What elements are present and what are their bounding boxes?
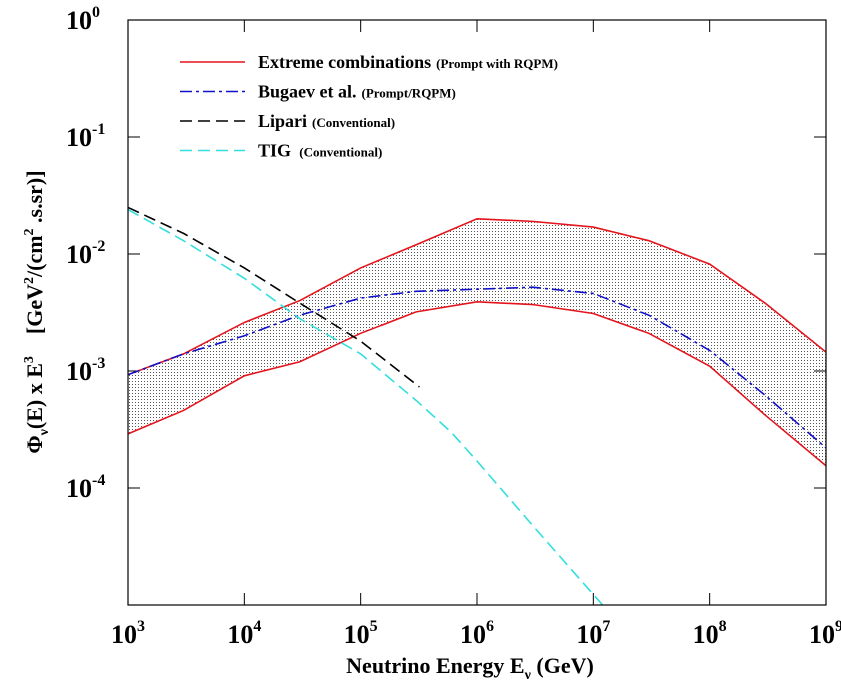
y-tick-label: 100 — [66, 4, 100, 35]
y-label-sup: 2 — [22, 277, 37, 284]
legend-note: (Prompt with RQPM) — [436, 56, 558, 71]
x-label-text: (GeV) — [531, 653, 594, 678]
tick-base: 10 — [576, 620, 602, 649]
x-tick-label: 103 — [111, 618, 145, 649]
tick-base: 10 — [111, 620, 137, 649]
y-tick-label: 10-3 — [66, 355, 105, 386]
tick-base: 10 — [460, 620, 486, 649]
tick-exp: 9 — [835, 618, 841, 635]
tick-exp: -1 — [92, 121, 105, 138]
legend-entry: TIG (Conventional) — [258, 141, 382, 161]
tick-exp: 4 — [253, 618, 261, 635]
tick-exp: 5 — [370, 618, 378, 635]
tick-exp: -4 — [92, 472, 105, 489]
tick-exp: 3 — [137, 618, 145, 635]
series-line — [127, 301, 827, 467]
y-label-text: /(cm — [22, 235, 47, 278]
legend-note: (Conventional) — [312, 115, 395, 130]
tick-base: 10 — [66, 123, 92, 152]
y-tick-label: 10-2 — [66, 238, 105, 269]
legend-name: Lipari — [258, 111, 307, 131]
y-label-text: [GeV — [22, 284, 47, 334]
legend-entry: Extreme combinations (Prompt with RQPM) — [258, 52, 558, 72]
tick-base: 10 — [693, 620, 719, 649]
legend-entry: Bugaev et al. (Prompt/RQPM) — [258, 82, 456, 102]
tick-exp: -3 — [92, 355, 105, 372]
series-line — [127, 206, 420, 388]
x-tick-label: 107 — [576, 618, 610, 649]
legend-note: (Conventional) — [296, 145, 382, 160]
series-line — [127, 286, 827, 449]
y-label-text: .s.sr)] — [22, 170, 47, 228]
x-label-sub: ν — [524, 668, 532, 683]
series-line — [127, 217, 827, 376]
tick-base: 10 — [66, 240, 92, 269]
y-label-sup: 3 — [22, 356, 37, 363]
tick-base: 10 — [66, 474, 92, 503]
y-label-sub: ν — [37, 428, 52, 436]
x-tick-label: 109 — [809, 618, 841, 649]
x-tick-label: 106 — [460, 618, 494, 649]
tick-base: 10 — [66, 6, 92, 35]
tick-base: 10 — [227, 620, 253, 649]
x-tick-label: 105 — [344, 618, 378, 649]
tick-exp: 6 — [486, 618, 494, 635]
tick-exp: 0 — [92, 4, 100, 21]
tick-base: 10 — [66, 357, 92, 386]
y-tick-label: 10-1 — [66, 121, 105, 152]
x-axis-label: Neutrino Energy Eν (GeV) — [346, 653, 594, 683]
series-line — [127, 208, 604, 606]
tick-exp: 7 — [602, 618, 610, 635]
legend-name: Bugaev et al. — [258, 82, 357, 102]
legend-note: (Prompt/RQPM) — [362, 86, 456, 101]
legend-entry: Lipari (Conventional) — [258, 111, 395, 131]
x-tick-label: 104 — [227, 618, 261, 649]
tick-base: 10 — [809, 620, 835, 649]
y-label-text: (E) x E — [22, 363, 47, 429]
tick-base: 10 — [344, 620, 370, 649]
plot-frame — [127, 19, 827, 606]
y-axis-label: Φν(E) x E3[GeV2/(cm2 .s.sr)] — [22, 170, 52, 453]
legend-name: TIG — [258, 141, 291, 161]
legend-name: Extreme combinations — [258, 52, 431, 72]
y-tick-label: 10-4 — [66, 472, 105, 503]
band-fill — [128, 218, 826, 466]
y-label-text: Φ — [22, 435, 47, 453]
y-label-sup: 2 — [22, 228, 37, 235]
x-label-text: Neutrino Energy E — [346, 653, 524, 678]
tick-exp: -2 — [92, 238, 105, 255]
tick-exp: 8 — [719, 618, 727, 635]
x-tick-label: 108 — [693, 618, 727, 649]
